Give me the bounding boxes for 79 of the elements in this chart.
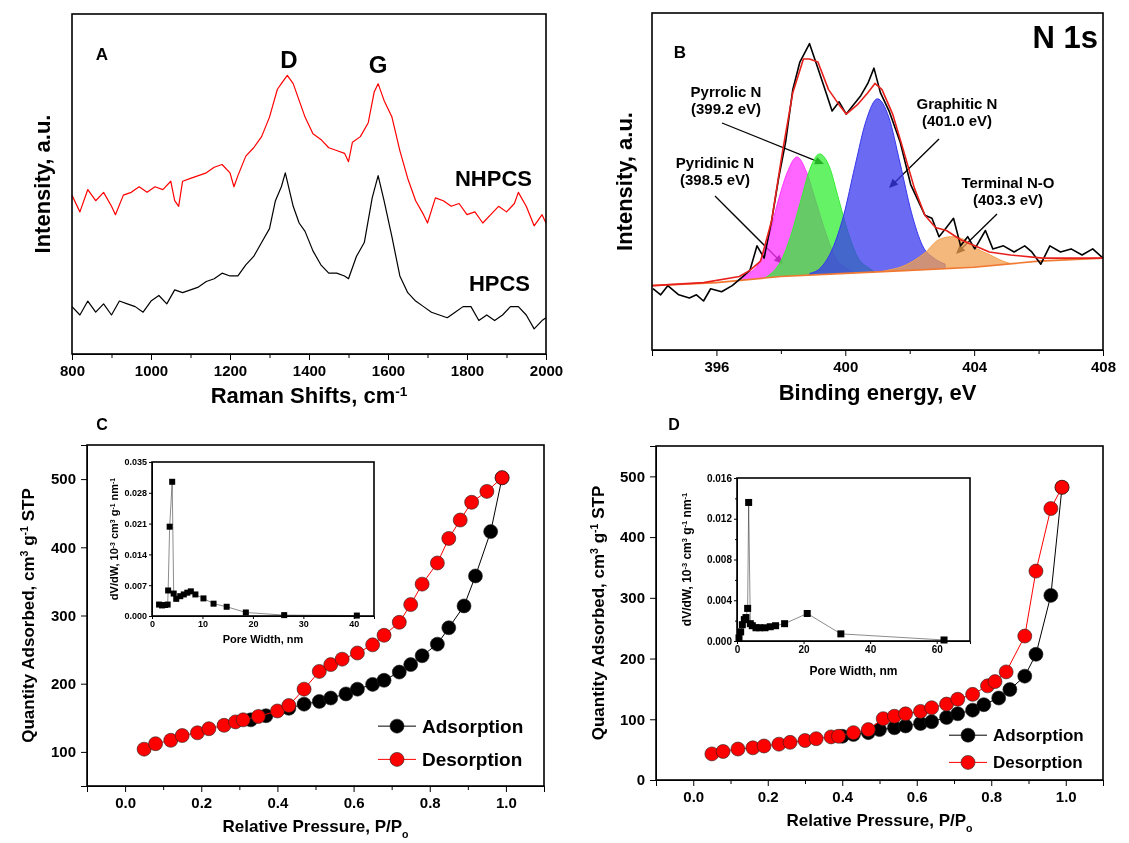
x-tick-label: 408 <box>1090 357 1117 375</box>
x-tick-label: 40 <box>349 619 360 630</box>
y-tick-label: 0.004 <box>706 594 733 606</box>
x-tick-label: 396 <box>704 357 730 375</box>
legend-label: Desorption <box>993 753 1083 773</box>
x-tick-label: 0 <box>149 619 156 630</box>
y-axis-title: Intensity, a.u. <box>611 112 637 251</box>
y-tick-label: 0.016 <box>706 472 733 484</box>
x-tick-label: 0.2 <box>191 793 213 811</box>
x-tick-label: 0.2 <box>757 787 779 805</box>
y-tick-label: 100 <box>619 710 645 728</box>
y-tick-label: 200 <box>50 675 76 692</box>
y-tick-label: 0 <box>636 771 645 789</box>
annotation: Graphitic N (401.0 eV) <box>916 94 998 129</box>
x-tick-label: 60 <box>931 644 944 656</box>
x-tick-label: 2000 <box>529 361 564 379</box>
x-tick-label: 0.0 <box>683 787 705 805</box>
y-tick-label: 300 <box>50 606 76 624</box>
annotation: Pyridinic N (398.5 eV) <box>675 153 755 188</box>
legend-label: Desorption <box>422 749 523 771</box>
text: A <box>95 45 109 64</box>
y-tick-label: 0.035 <box>124 457 147 468</box>
annotation: G <box>368 51 388 78</box>
y-axis-title: Intensity, a.u. <box>29 114 55 254</box>
annotation: Terminal N-O (403.3 eV) <box>961 173 1055 208</box>
annotation: Pyrrolic N (399.2 eV) <box>690 82 762 117</box>
x-axis-title: Binding energy, eV <box>778 380 977 405</box>
x-axis-title: Pore Width, nm <box>222 633 304 645</box>
x-tick-label: 1400 <box>292 361 327 379</box>
series-label: NHPCS <box>454 166 532 191</box>
x-axis-title: Relative Pressure, P/P$_{o}$ <box>786 811 974 834</box>
y-tick-label: 200 <box>619 649 645 667</box>
legend-label: Adsorption <box>993 726 1084 746</box>
y-tick-label: 0.000 <box>706 635 733 647</box>
x-tick-label: 1.0 <box>1055 787 1077 805</box>
x-tick-label: 0.4 <box>832 787 854 805</box>
y-tick-label: 300 <box>619 589 645 607</box>
x-tick-label: 0.8 <box>419 793 441 811</box>
x-axis-title: Pore Width, nm <box>809 664 898 678</box>
y-tick-label: 400 <box>619 528 645 546</box>
x-axis-title: Raman Shifts, cm$^{-1}$ <box>210 383 408 408</box>
text: C <box>96 416 109 433</box>
x-tick-label: 1600 <box>371 361 406 379</box>
y-tick-label: 500 <box>619 467 645 485</box>
x-tick-label: 0.8 <box>981 787 1003 805</box>
y-tick-label: 100 <box>50 743 76 761</box>
x-tick-label: 0.4 <box>267 793 289 811</box>
y-tick-label: 0.012 <box>706 513 733 525</box>
y-tick-label: 0.000 <box>124 611 147 622</box>
x-tick-label: 0.6 <box>906 787 928 805</box>
y-tick-label: 500 <box>50 470 76 488</box>
x-axis-title: Relative Pressure, P/P$_{o}$ <box>222 817 410 840</box>
x-tick-label: 10 <box>197 619 208 630</box>
annotation: B <box>673 43 687 62</box>
x-tick-label: 20 <box>798 644 811 656</box>
legend-label: Adsorption <box>422 715 524 737</box>
x-tick-label: 1200 <box>213 361 248 379</box>
x-tick-label: 404 <box>962 357 988 375</box>
x-tick-label: 0 <box>734 644 741 656</box>
y-tick-label: 400 <box>50 538 76 556</box>
x-tick-label: 1800 <box>450 361 485 379</box>
y-tick-label: 0.014 <box>124 549 147 560</box>
text: D <box>668 416 680 433</box>
series-label: HPCS <box>468 271 530 296</box>
x-tick-label: 40 <box>865 644 877 656</box>
y-tick-label: 0.028 <box>124 488 147 499</box>
x-tick-label: 400 <box>833 357 859 375</box>
x-tick-label: 0.0 <box>115 793 137 811</box>
annotation: N 1s <box>1032 20 1098 55</box>
y-tick-label: 0.021 <box>124 518 147 529</box>
x-tick-label: 0.6 <box>343 793 365 811</box>
x-tick-label: 1.0 <box>495 793 517 811</box>
y-tick-label: 0.007 <box>124 580 147 591</box>
y-tick-label: 0.008 <box>706 554 733 566</box>
x-tick-label: 800 <box>59 361 86 379</box>
x-tick-label: 20 <box>248 619 259 630</box>
text: D <box>280 46 298 73</box>
x-tick-label: 1000 <box>134 361 169 379</box>
x-tick-label: 30 <box>298 619 309 630</box>
